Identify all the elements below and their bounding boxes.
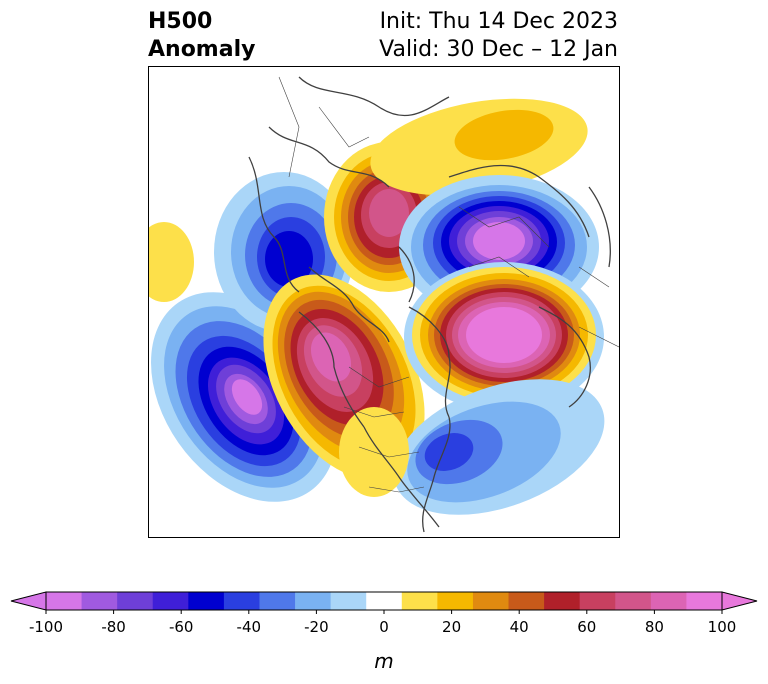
colorbar-tick-label: 0	[379, 618, 389, 636]
colorbar-cell	[472, 592, 510, 610]
colorbar-extend-left	[10, 591, 47, 611]
colorbar-cell	[544, 592, 581, 610]
anomaly-negative-west-atlantic	[393, 379, 605, 515]
colorbar-tick-label: -60	[169, 618, 194, 636]
colorbar-cell	[330, 592, 367, 610]
colorbar-cell	[366, 592, 403, 610]
colorbar-cell	[686, 592, 723, 610]
anomaly-positive-atlantic	[404, 262, 604, 412]
colorbar-cell	[152, 592, 189, 610]
colorbar-unit: m	[374, 649, 393, 673]
anomaly-negative-pacific	[151, 292, 337, 502]
colorbar-tick-label: -100	[29, 618, 63, 636]
colorbar-tick-label: 20	[442, 618, 461, 636]
colorbar-cells	[46, 592, 723, 610]
colorbar-ticks: -100 -80 -60 -40 -20 0 20 40 60 80 100	[29, 610, 736, 636]
init-date: Init: Thu 14 Dec 2023	[379, 9, 618, 34]
valid-range: Valid: 30 Dec – 12 Jan	[379, 37, 618, 62]
title-field: Anomaly	[148, 37, 256, 62]
coastlines	[248, 76, 611, 533]
colorbar-cell	[650, 592, 687, 610]
anomaly-map	[148, 66, 620, 538]
map-canvas	[149, 76, 619, 533]
colorbar-tick-label: 80	[645, 618, 664, 636]
political-borders	[278, 76, 619, 493]
colorbar: -100 -80 -60 -40 -20 0 20 40 60 80 100 m	[10, 591, 758, 673]
colorbar-cell	[46, 592, 83, 610]
colorbar-tick-label: -20	[304, 618, 329, 636]
title-variable: H500	[148, 9, 213, 34]
colorbar-cell	[259, 592, 296, 610]
colorbar-cell	[81, 592, 118, 610]
colorbar-tick-label: -40	[237, 618, 262, 636]
forecast-dates: Init: Thu 14 Dec 2023 Valid: 30 Dec – 12…	[379, 8, 618, 64]
colorbar-cell	[401, 592, 438, 610]
colorbar-tick-label: -80	[101, 618, 126, 636]
colorbar-cell	[223, 592, 260, 610]
colorbar-cell	[437, 592, 474, 610]
colorbar-cell	[188, 592, 225, 610]
colorbar-cell	[579, 592, 616, 610]
colorbar-extend-right	[721, 591, 758, 611]
anomaly-positive-west-pacific	[149, 222, 194, 302]
colorbar-cell	[615, 592, 652, 610]
colorbar-tick-label: 60	[577, 618, 596, 636]
map-title: H500 Anomaly	[148, 8, 255, 64]
colorbar-tick-label: 40	[510, 618, 529, 636]
colorbar-cell	[508, 592, 545, 610]
colorbar-tick-label: 100	[708, 618, 737, 636]
colorbar-cell	[295, 592, 332, 610]
colorbar-cell	[117, 592, 154, 610]
anomaly-positive-north-europe	[370, 98, 588, 196]
